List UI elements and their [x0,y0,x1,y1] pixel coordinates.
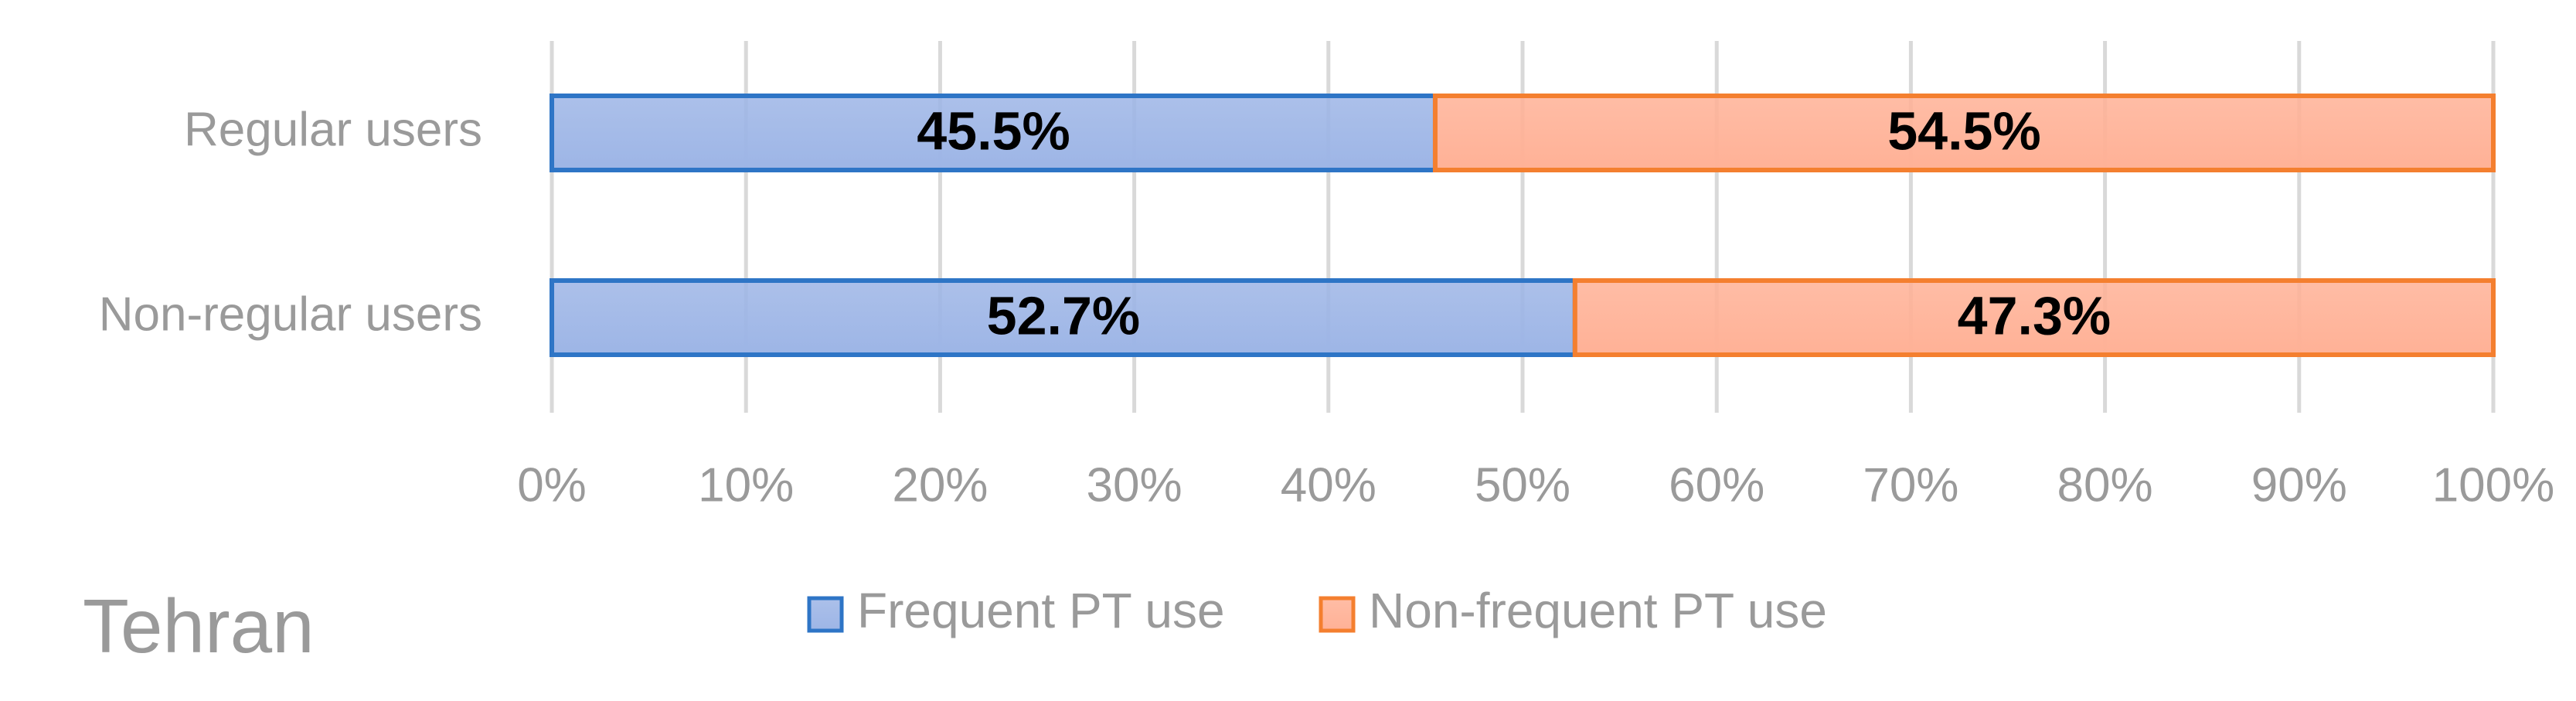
data-label: 45.5% [917,100,1070,161]
x-tick-label: 50% [1475,458,1570,512]
bar-segment [550,94,1438,172]
x-tick-label: 100% [2432,458,2555,512]
bar-segment [1572,278,2496,357]
data-label: 54.5% [1887,100,2040,161]
x-tick-label: 10% [698,458,794,512]
legend-swatch [807,596,844,633]
y-tick-label: Regular users [184,103,482,156]
chart-annotation: Tehran [83,584,315,669]
legend-swatch [1319,596,1356,633]
x-tick-label: 40% [1281,458,1376,512]
data-label: 52.7% [987,285,1140,345]
x-tick-label: 60% [1669,458,1764,512]
x-tick-label: 30% [1087,458,1183,512]
data-label: 47.3% [1958,285,2111,345]
x-tick-label: 0% [517,458,587,512]
bar-segment [1432,94,2496,172]
x-tick-label: 80% [2057,458,2153,512]
legend-label: Frequent PT use [857,583,1225,638]
legend-label: Non-frequent PT use [1369,583,1827,638]
x-tick-label: 90% [2251,458,2347,512]
y-tick-label: Non-regular users [99,288,482,341]
x-tick-label: 20% [892,458,988,512]
x-tick-label: 70% [1863,458,1958,512]
